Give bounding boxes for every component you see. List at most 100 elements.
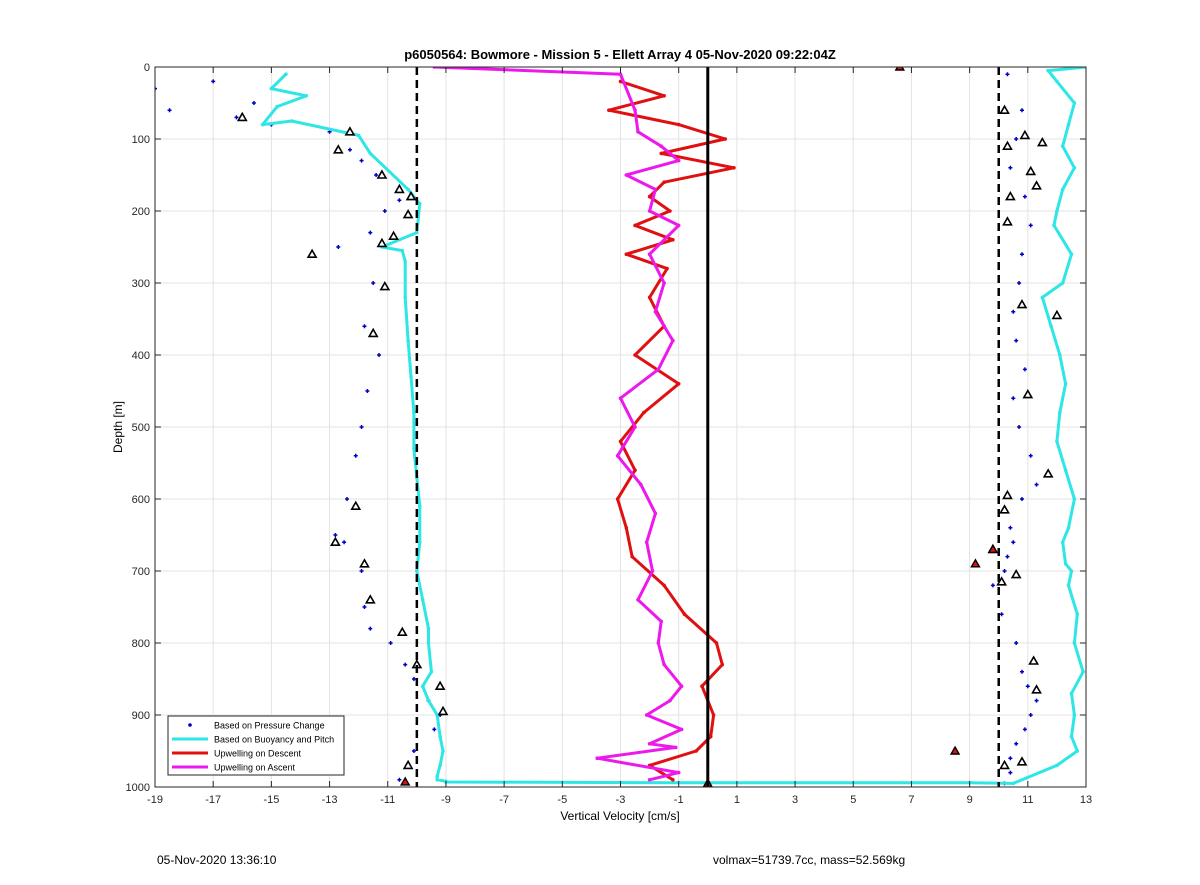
data-point — [1014, 338, 1019, 343]
data-point — [1046, 68, 1050, 73]
x-tick-label: -9 — [441, 794, 451, 806]
data-point — [1072, 166, 1077, 170]
data-point — [1060, 281, 1065, 285]
legend-swatch — [188, 723, 192, 727]
open-triangle-marker — [1004, 190, 1016, 201]
open-triangle-marker — [376, 237, 388, 248]
data-point — [432, 727, 437, 732]
x-tick-label: -7 — [499, 794, 509, 806]
data-point — [1008, 756, 1013, 761]
filled-triangle-marker — [970, 558, 981, 568]
data-point — [618, 396, 623, 401]
data-point — [647, 194, 652, 199]
data-point — [659, 619, 664, 624]
open-triangle-marker — [379, 280, 391, 291]
open-triangle-marker — [344, 126, 356, 136]
open-triangle-marker — [394, 183, 405, 194]
open-triangle-marker — [306, 248, 318, 258]
data-point — [362, 605, 367, 609]
open-triangle-marker — [1016, 756, 1028, 766]
data-point — [403, 662, 408, 667]
open-triangle-marker — [1022, 388, 1034, 399]
data-point — [275, 104, 279, 109]
data-point — [615, 497, 620, 501]
open-triangle-marker — [402, 208, 414, 219]
data-point — [409, 374, 413, 379]
data-point — [1017, 281, 1022, 285]
y-tick-label: 400 — [132, 350, 150, 362]
data-point — [662, 281, 666, 285]
filled-triangle-marker — [399, 776, 411, 786]
open-triangle-marker — [999, 504, 1010, 514]
data-point — [633, 468, 637, 473]
data-point — [1022, 367, 1027, 372]
series-upwelling-on-ascent — [432, 67, 684, 782]
data-point — [668, 698, 672, 703]
open-triangle-marker — [1010, 568, 1022, 579]
data-point — [362, 324, 367, 329]
data-point — [374, 173, 379, 177]
data-point — [1060, 187, 1065, 192]
data-point — [671, 778, 675, 782]
data-point — [353, 453, 358, 458]
x-tick-label: 9 — [967, 794, 973, 806]
data-point — [333, 533, 338, 537]
y-tick-label: 0 — [144, 62, 150, 74]
data-point — [284, 72, 288, 76]
data-point — [400, 248, 405, 253]
data-point — [403, 259, 408, 264]
data-point — [1055, 79, 1059, 84]
y-tick-label: 100 — [132, 134, 150, 146]
data-point — [999, 612, 1004, 617]
data-point — [365, 389, 370, 393]
data-point — [694, 749, 698, 753]
open-triangle-marker — [1002, 216, 1013, 226]
data-point — [441, 749, 445, 753]
data-point — [406, 187, 410, 192]
data-point — [426, 626, 431, 631]
data-point — [336, 245, 341, 249]
series-based-on-pressure-change — [155, 72, 1039, 786]
data-point — [155, 86, 157, 91]
data-point — [676, 382, 681, 386]
open-triangle-marker — [434, 680, 446, 690]
legend-box — [167, 715, 345, 776]
data-point — [1022, 727, 1027, 732]
legend: Based on Pressure Change Based on Buoyanc… — [167, 715, 345, 776]
data-point — [618, 439, 623, 444]
data-point — [676, 223, 681, 228]
data-point — [673, 745, 678, 750]
data-point — [359, 569, 364, 573]
open-triangle-marker — [359, 558, 370, 568]
open-triangle-marker — [1031, 180, 1042, 190]
open-triangle-marker — [367, 327, 379, 338]
data-point — [403, 295, 408, 300]
open-triangle-marker — [376, 169, 388, 179]
data-point — [1049, 324, 1053, 329]
data-point — [1034, 482, 1039, 487]
data-point — [630, 554, 634, 559]
y-tick-label: 1000 — [126, 782, 150, 794]
data-point — [368, 230, 373, 235]
data-point — [1063, 562, 1068, 566]
open-triangle-marker — [1042, 468, 1054, 478]
open-triangle-marker — [1002, 489, 1013, 500]
data-point — [1011, 309, 1016, 314]
x-tick-label: -15 — [263, 794, 279, 806]
legend-label: Based on Buoyancy and Pitch — [214, 735, 334, 745]
data-point — [662, 583, 666, 588]
data-point — [656, 367, 661, 372]
data-point — [420, 598, 425, 602]
filled-triangle-marker — [894, 67, 906, 71]
data-point — [1017, 425, 1022, 429]
data-point — [1055, 209, 1059, 213]
y-tick-label: 200 — [132, 206, 150, 218]
y-tick-label: 800 — [132, 638, 150, 650]
data-point — [676, 158, 681, 163]
legend-label: Based on Pressure Change — [214, 721, 325, 731]
open-triangle-marker — [1028, 655, 1040, 665]
data-point — [260, 122, 265, 127]
data-point — [1022, 194, 1027, 199]
data-point — [662, 94, 666, 98]
data-point — [624, 173, 629, 177]
